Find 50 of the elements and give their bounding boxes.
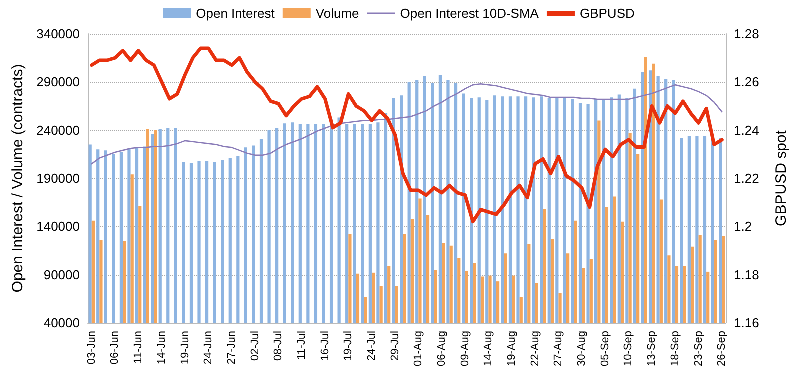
legend-label: Open Interest [196, 6, 276, 21]
x-tick-label: 09-Aug [459, 331, 472, 366]
x-tick-label: 11-Jun [132, 331, 145, 364]
line-series [91, 83, 723, 165]
x-tick-label: 19-Jul [342, 331, 355, 361]
y2-tick-label: 1.26 [734, 74, 760, 90]
x-tick-label: 06-Aug [436, 331, 448, 366]
x-tick-label: 03-Jun [86, 331, 98, 365]
x-tick-label: 06-Jun [109, 331, 122, 365]
x-tick-label: 14-Aug [482, 331, 495, 366]
y-tick-label: 240000 [36, 122, 80, 138]
x-tick-label: 27-Aug [552, 331, 565, 366]
x-tick-label: 05-Sep [599, 331, 612, 366]
y-tick-label: 90000 [44, 267, 80, 282]
line-series [90, 46, 724, 224]
y2-axis-title: GBPUSD spot [773, 130, 790, 226]
y2-tick-label: 1.18 [734, 267, 760, 282]
x-tick-label: 26-Sep [716, 331, 728, 366]
x-tick-label: 24-Jul [366, 331, 378, 361]
x-tick-label: 29-Jul [389, 331, 402, 361]
y-tick-label: 190000 [36, 171, 80, 186]
x-tick-label: 30-Aug [576, 331, 588, 366]
x-tick-label: 22-Aug [529, 331, 542, 366]
x-tick-label: 08-Jul [272, 331, 285, 361]
x-tick-label: 14-Jun [156, 331, 168, 365]
x-tick-label: 23-Sep [692, 331, 705, 366]
y2-tick-label: 1.16 [734, 316, 760, 330]
y-tick-label: 290000 [36, 74, 80, 90]
x-tick-label: 11-Jul [296, 331, 308, 360]
x-tick-label: 01-Aug [412, 331, 425, 366]
y2-tick-label: 1.28 [734, 26, 760, 42]
x-tick-label: 24-Jun [202, 331, 215, 365]
x-tick-label: 16-Jul [319, 331, 332, 361]
x-tick-label: 02-Jul [249, 331, 262, 361]
x-tick-label: 10-Sep [622, 331, 635, 366]
x-tick-label: 19-Jun [179, 331, 192, 365]
y2-tick-label: 1.2 [734, 219, 752, 234]
y-tick-label: 340000 [36, 26, 80, 42]
x-tick-label: 27-Jun [226, 331, 238, 365]
x-tick-label: 18-Sep [669, 331, 682, 366]
y2-tick-label: 1.24 [734, 122, 760, 138]
x-tick-label: 19-Aug [506, 331, 518, 366]
legend-label: Open Interest 10D-SMA [400, 6, 540, 21]
x-tick-label: 13-Sep [646, 331, 658, 366]
legend-label: GBPUSD [580, 6, 635, 21]
y-axis-title: Open Interest / Volume (contracts) [10, 64, 27, 293]
legend-label: Volume [316, 6, 360, 21]
y2-tick-label: 1.22 [734, 171, 760, 186]
y-tick-label: 140000 [36, 219, 80, 234]
y-tick-label: 40000 [44, 316, 80, 330]
